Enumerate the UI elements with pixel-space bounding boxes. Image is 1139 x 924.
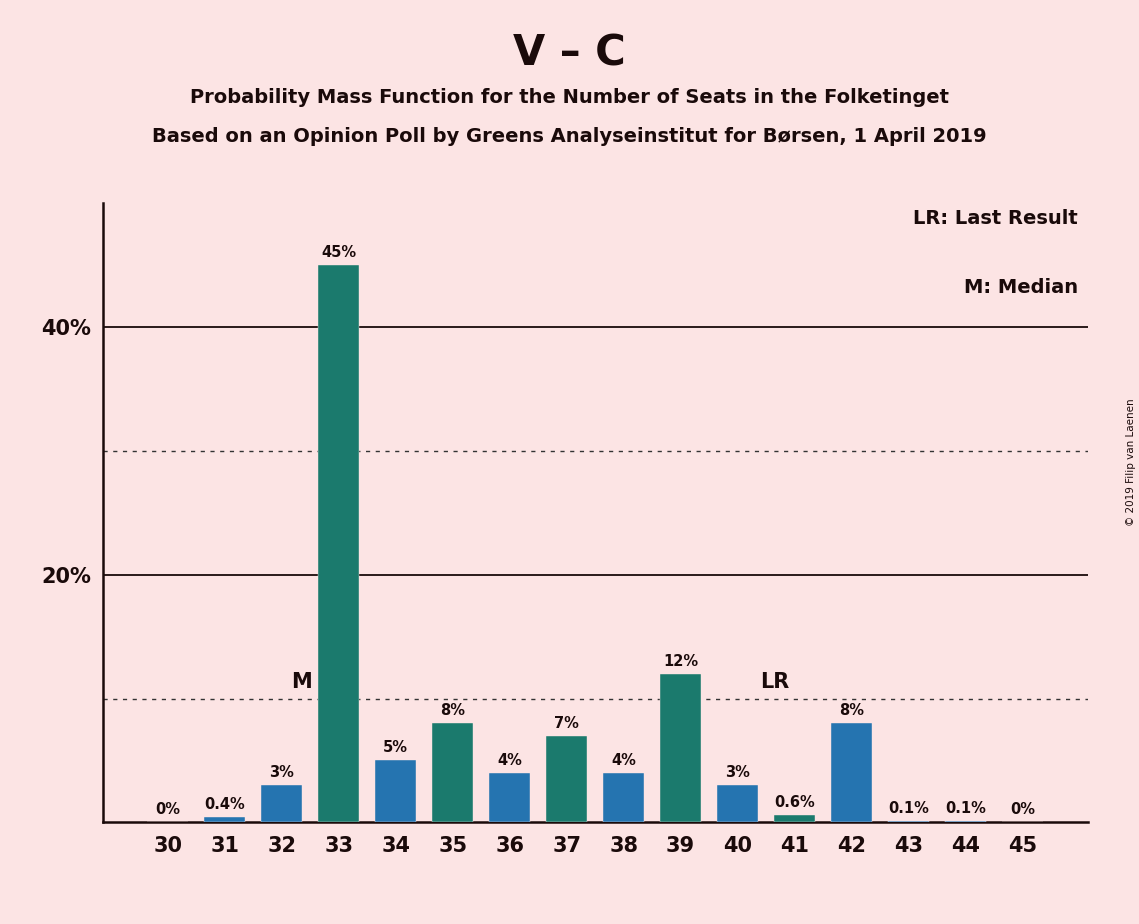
- Bar: [945, 821, 986, 822]
- Bar: [204, 818, 245, 822]
- Text: 0%: 0%: [155, 802, 180, 818]
- Text: 45%: 45%: [321, 245, 357, 261]
- Bar: [261, 785, 302, 822]
- Text: 0.1%: 0.1%: [888, 801, 929, 816]
- Text: 12%: 12%: [663, 654, 698, 669]
- Bar: [775, 815, 816, 822]
- Bar: [375, 760, 416, 822]
- Text: LR: LR: [760, 673, 789, 692]
- Text: 0%: 0%: [1010, 802, 1035, 818]
- Text: 5%: 5%: [383, 740, 408, 756]
- Text: 0.4%: 0.4%: [204, 797, 245, 812]
- Text: 0.6%: 0.6%: [775, 795, 814, 810]
- Text: 4%: 4%: [612, 753, 636, 768]
- Text: 8%: 8%: [839, 703, 865, 718]
- Text: 8%: 8%: [440, 703, 465, 718]
- Text: 3%: 3%: [726, 765, 749, 780]
- Bar: [888, 821, 929, 822]
- Bar: [318, 265, 359, 822]
- Text: © 2019 Filip van Laenen: © 2019 Filip van Laenen: [1126, 398, 1136, 526]
- Text: M: M: [292, 673, 312, 692]
- Text: M: Median: M: Median: [964, 277, 1077, 297]
- Bar: [432, 723, 473, 822]
- Bar: [604, 772, 645, 822]
- Text: Based on an Opinion Poll by Greens Analyseinstitut for Børsen, 1 April 2019: Based on an Opinion Poll by Greens Analy…: [153, 127, 986, 146]
- Bar: [831, 723, 872, 822]
- Text: 4%: 4%: [498, 753, 522, 768]
- Text: 7%: 7%: [555, 716, 579, 731]
- Bar: [489, 772, 530, 822]
- Text: V – C: V – C: [514, 32, 625, 74]
- Text: LR: Last Result: LR: Last Result: [913, 210, 1077, 228]
- Bar: [661, 674, 702, 822]
- Bar: [718, 785, 759, 822]
- Text: Probability Mass Function for the Number of Seats in the Folketinget: Probability Mass Function for the Number…: [190, 88, 949, 107]
- Text: 3%: 3%: [269, 765, 294, 780]
- Text: 0.1%: 0.1%: [945, 801, 986, 816]
- Bar: [546, 736, 587, 822]
